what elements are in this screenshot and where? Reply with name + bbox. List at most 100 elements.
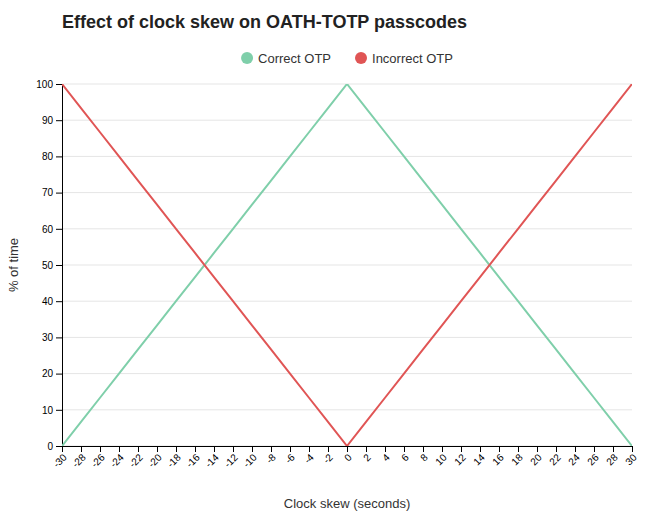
- y-tick: 70: [42, 187, 62, 198]
- y-tick: 40: [42, 296, 62, 307]
- tick-mark: [157, 446, 158, 452]
- x-tick: -8: [264, 446, 278, 466]
- tick-mark: [56, 301, 62, 302]
- tick-label: -30: [51, 451, 69, 469]
- y-tick: 20: [42, 368, 62, 379]
- tick-label: 14: [471, 451, 487, 467]
- grid-line: [62, 409, 632, 410]
- tick-mark: [480, 446, 481, 452]
- x-tick: 18: [509, 446, 525, 467]
- y-tick: 30: [42, 332, 62, 343]
- x-tick: -4: [302, 446, 316, 466]
- y-axis: 0102030405060708090100: [36, 79, 62, 452]
- tick-label: 60: [42, 224, 54, 235]
- tick-mark: [56, 229, 62, 230]
- x-tick: -30: [51, 446, 69, 470]
- tick-mark: [56, 337, 62, 338]
- tick-label: 10: [433, 451, 449, 467]
- tick-label: -12: [222, 451, 240, 469]
- x-tick: -24: [108, 446, 126, 470]
- tick-mark: [290, 446, 291, 452]
- plot: -30-28-26-24-22-20-18-16-14-12-10-8-6-4-…: [36, 79, 639, 470]
- tick-mark: [56, 193, 62, 194]
- grid-line: [62, 156, 632, 157]
- tick-mark: [537, 446, 538, 452]
- x-tick: -14: [203, 446, 221, 470]
- tick-label: 2: [361, 451, 373, 463]
- tick-mark: [81, 446, 82, 452]
- x-tick: -6: [283, 446, 297, 466]
- tick-mark: [575, 446, 576, 452]
- x-tick: 6: [399, 446, 411, 463]
- tick-label: 10: [42, 405, 54, 416]
- tick-label: 16: [490, 451, 506, 467]
- tick-label: -8: [264, 451, 278, 465]
- tick-mark: [499, 446, 500, 452]
- x-tick: -22: [127, 446, 145, 470]
- legend-item: Incorrect OTP: [355, 51, 453, 66]
- tick-mark: [138, 446, 139, 452]
- x-tick: 12: [452, 446, 468, 467]
- tick-mark: [442, 446, 443, 452]
- tick-mark: [214, 446, 215, 452]
- tick-mark: [632, 446, 633, 452]
- tick-mark: [233, 446, 234, 452]
- x-tick: -28: [70, 446, 88, 470]
- tick-label: -14: [203, 451, 221, 469]
- tick-mark: [328, 446, 329, 452]
- tick-label: -18: [165, 451, 183, 469]
- series-line: [62, 84, 632, 446]
- y-axis-line: [56, 85, 63, 447]
- y-tick: 90: [42, 115, 62, 126]
- x-tick: -16: [184, 446, 202, 470]
- tick-mark: [556, 446, 557, 452]
- tick-mark: [56, 446, 62, 447]
- tick-label: 0: [342, 451, 354, 463]
- tick-label: 20: [42, 368, 54, 379]
- tick-label: 0: [47, 441, 53, 452]
- tick-label: -10: [241, 451, 259, 469]
- x-tick: -26: [89, 446, 107, 470]
- tick-label: -2: [321, 451, 335, 465]
- x-tick: 0: [342, 446, 354, 463]
- tick-label: 70: [42, 187, 54, 198]
- tick-label: -20: [146, 451, 164, 469]
- tick-label: 8: [418, 451, 430, 463]
- tick-label: -6: [283, 451, 297, 465]
- tick-label: -28: [70, 451, 88, 469]
- tick-mark: [271, 446, 272, 452]
- tick-label: 12: [452, 451, 468, 467]
- x-tick: 4: [380, 446, 392, 463]
- x-tick: 24: [566, 446, 582, 467]
- tick-label: 30: [42, 332, 54, 343]
- title: Effect of clock skew on OATH-TOTP passco…: [62, 12, 467, 32]
- tick-label: 20: [528, 451, 544, 467]
- grid-line: [62, 301, 632, 302]
- tick-mark: [423, 446, 424, 452]
- tick-mark: [56, 265, 62, 266]
- tick-mark: [461, 446, 462, 452]
- legend-label: Incorrect OTP: [372, 51, 453, 66]
- y-tick: 10: [42, 405, 62, 416]
- x-tick: 20: [528, 446, 544, 467]
- series-line: [62, 84, 632, 446]
- x-axis-title: Clock skew (seconds): [284, 496, 410, 511]
- tick-mark: [252, 446, 253, 452]
- x-tick: -20: [146, 446, 164, 470]
- tick-mark: [594, 446, 595, 452]
- x-tick: -2: [321, 446, 335, 466]
- x-tick: -10: [241, 446, 259, 470]
- y-tick: 80: [42, 151, 62, 162]
- x-tick: -12: [222, 446, 240, 470]
- tick-mark: [176, 446, 177, 452]
- grid-line: [62, 373, 632, 374]
- tick-label: 40: [42, 296, 54, 307]
- x-tick: 8: [418, 446, 430, 463]
- tick-mark: [56, 120, 62, 121]
- tick-mark: [385, 446, 386, 452]
- grid-line: [62, 228, 632, 229]
- y-tick: 100: [36, 79, 62, 90]
- tick-mark: [347, 446, 348, 452]
- tick-mark: [518, 446, 519, 452]
- tick-label: -16: [184, 451, 202, 469]
